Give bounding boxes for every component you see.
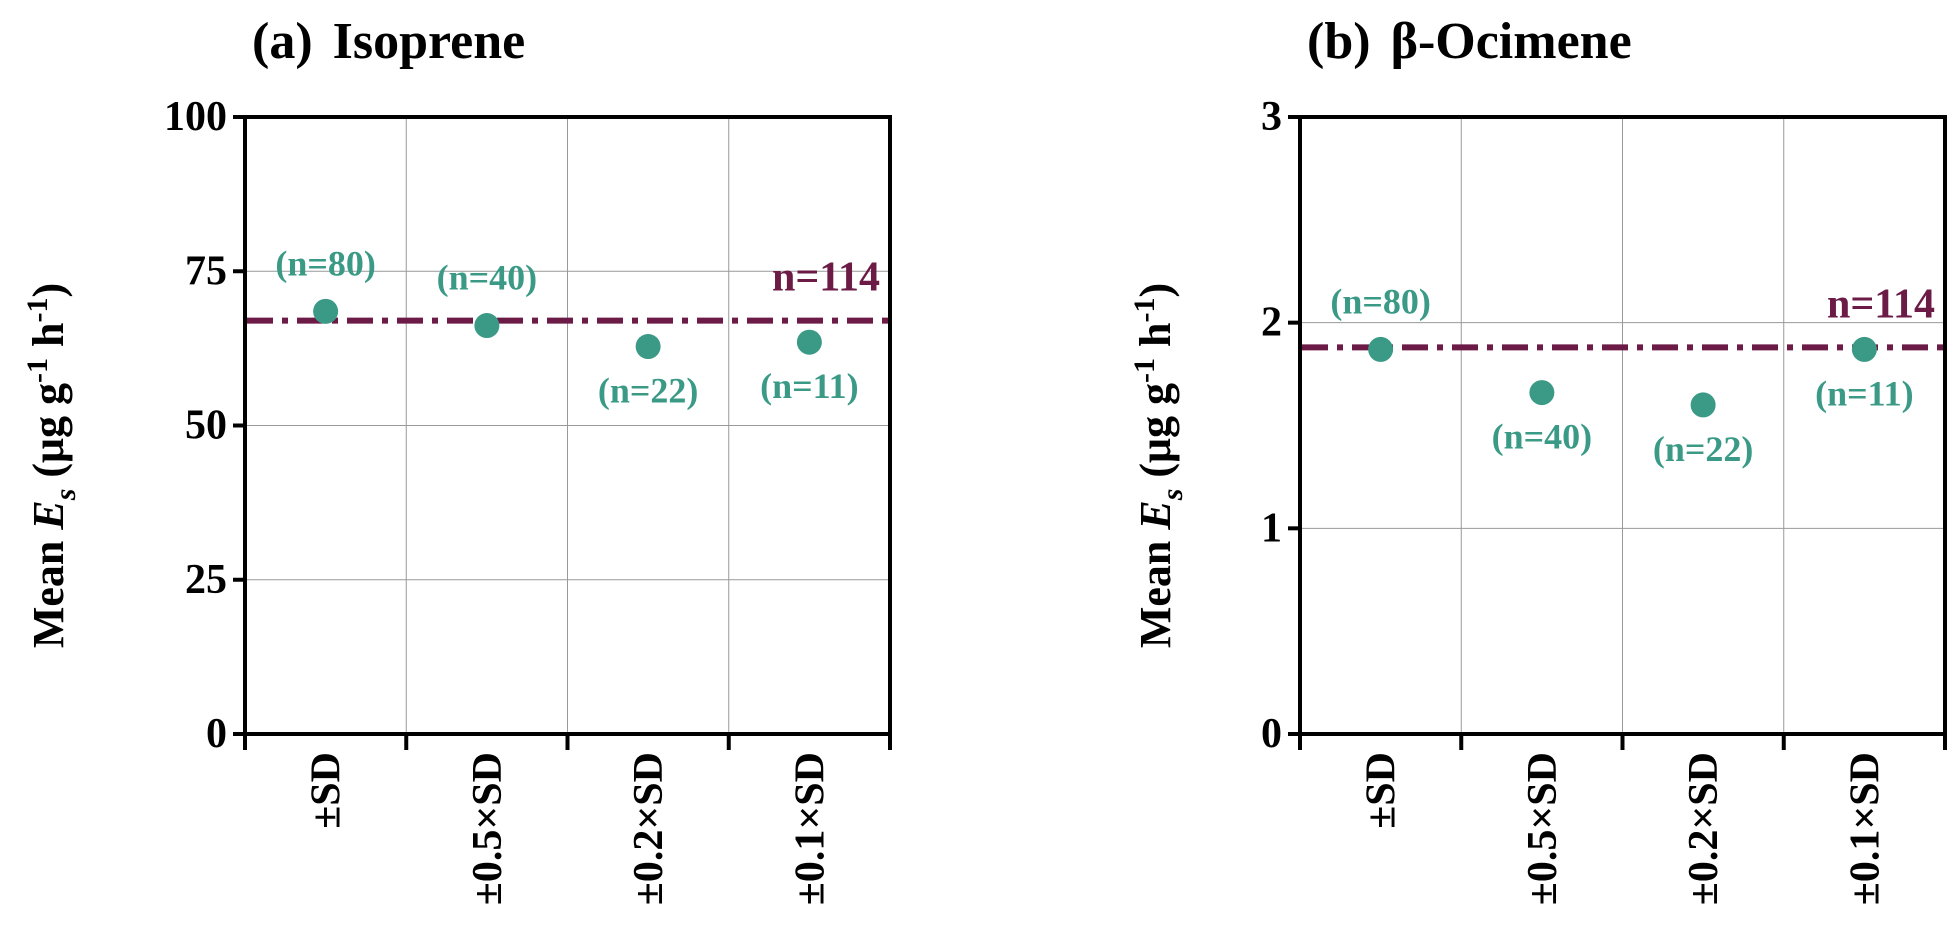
x-tick-label: ±0.1×SD — [1842, 752, 1888, 905]
x-tick-label: ±0.5×SD — [1520, 752, 1566, 905]
y-axis-label-unit: (μg g — [24, 383, 73, 489]
x-tick-label: ±0.1×SD — [787, 752, 833, 905]
data-point — [635, 334, 661, 360]
n-label: (n=22) — [1653, 429, 1754, 469]
y-axis-label-sup: -1 — [21, 358, 54, 383]
y-axis-label-prefix: Mean — [24, 530, 73, 649]
x-tick-label: ±0.2×SD — [626, 752, 672, 905]
y-axis-label-sup: -1 — [1128, 297, 1161, 322]
y-tick-label: 2 — [1261, 300, 1282, 346]
x-tick-label: ±0.5×SD — [465, 752, 511, 905]
y-axis-label-sup: -1 — [21, 297, 54, 322]
x-tick-label: ±0.2×SD — [1681, 752, 1727, 905]
panel-title: (a) Isoprene — [252, 13, 525, 70]
panel-letter: (a) — [252, 13, 313, 70]
n-label: (n=80) — [275, 243, 376, 283]
y-axis-label-unit: h — [24, 322, 73, 357]
panel-letter: (b) — [1307, 13, 1371, 70]
y-tick-label: 25 — [185, 557, 227, 603]
panel-beta-ocimene: 0 1 2 3 ±SD ±0.5×SD ±0.2×SD ±0.1×SD n=114 (n=80) (… — [1128, 13, 1947, 905]
y-axis-label-sub: s — [1156, 489, 1189, 502]
data-point — [1690, 392, 1716, 418]
y-axis-label: Mean Es (μg g-1 h-1) — [21, 283, 82, 648]
data-point — [1851, 336, 1877, 362]
y-axis-label-prefix: Mean — [1131, 530, 1180, 649]
y-tick-label: 100 — [164, 94, 227, 140]
n-label: (n=22) — [598, 371, 699, 411]
y-axis-label-sub: s — [49, 489, 82, 502]
data-point — [1368, 336, 1394, 362]
y-axis-label-unit: h — [1131, 322, 1180, 357]
y-tick-label: 3 — [1261, 94, 1282, 140]
panel-title-text: β-Ocimene — [1391, 13, 1632, 70]
n-label: (n=40) — [437, 258, 538, 298]
x-tick-label: ±SD — [1359, 752, 1405, 829]
x-tick-label: ±SD — [304, 752, 350, 829]
y-tick-label: 75 — [185, 248, 227, 294]
y-tick-label: 0 — [206, 711, 227, 757]
panel-title-text: Isoprene — [333, 13, 526, 70]
y-axis-label-var: E — [24, 500, 73, 530]
data-point — [1529, 380, 1555, 406]
n-label: (n=80) — [1330, 281, 1431, 321]
y-axis-label-unit: ) — [24, 283, 73, 298]
n-label: (n=40) — [1492, 417, 1593, 457]
y-axis-label-var: E — [1131, 500, 1180, 530]
panel-title: (b) β-Ocimene — [1307, 13, 1632, 70]
data-point — [313, 298, 339, 324]
y-axis-label-unit: (μg g — [1131, 383, 1180, 489]
y-axis-label-unit: ) — [1131, 283, 1180, 298]
n-label: (n=11) — [1815, 373, 1914, 413]
reference-label: n=114 — [772, 255, 880, 301]
y-axis-label: Mean Es (μg g-1 h-1) — [1128, 283, 1189, 648]
y-axis-label-sup: -1 — [1128, 358, 1161, 383]
reference-label: n=114 — [1827, 281, 1935, 327]
y-tick-label: 0 — [1261, 711, 1282, 757]
panel-isoprene: 0 25 50 75 100 ±SD ±0.5×SD ±0.2×SD ±0.1×SD n=114 (… — [21, 13, 892, 905]
y-tick-label: 50 — [185, 403, 227, 449]
n-label: (n=11) — [760, 366, 859, 406]
data-point — [474, 313, 500, 339]
data-point — [796, 329, 822, 355]
y-tick-label: 1 — [1261, 505, 1282, 551]
